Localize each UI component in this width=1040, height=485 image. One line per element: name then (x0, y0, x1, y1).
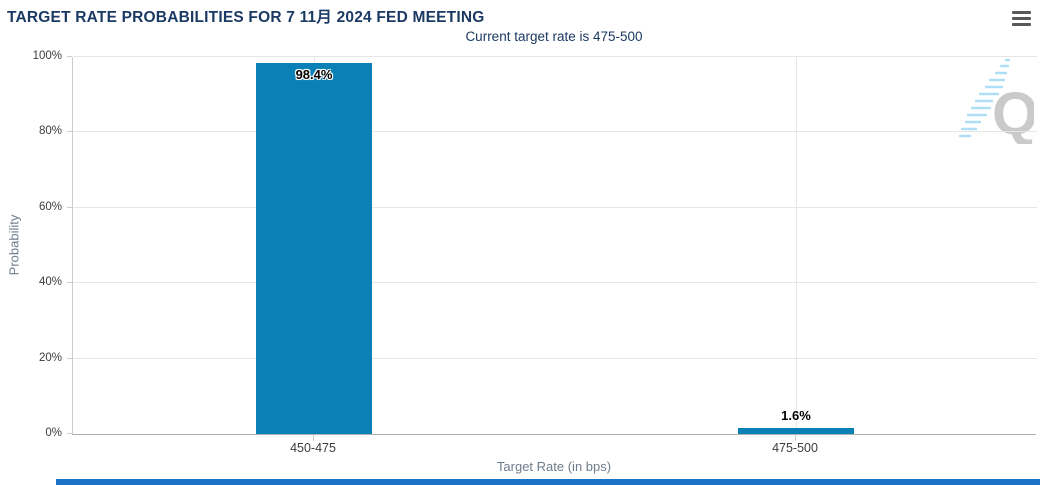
watermark-q-letter: Q (992, 80, 1034, 144)
bar-value-label: 1.6% (781, 408, 811, 423)
x-tick-mark (312, 435, 314, 441)
y-gridline (73, 357, 1037, 359)
x-axis-line (72, 434, 1036, 435)
y-tick-label: 100% (32, 50, 62, 62)
y-tick-label: 20% (38, 351, 62, 364)
hamburger-bar (1012, 11, 1031, 14)
y-tick-mark (67, 433, 72, 434)
category-gridline (795, 57, 797, 434)
y-tick-mark (67, 131, 72, 133)
probability-bar[interactable] (738, 428, 854, 434)
bar-value-label: 98.4% (295, 67, 333, 82)
x-category-label: 475-500 (772, 441, 818, 455)
y-tick-mark (67, 56, 72, 57)
y-tick-mark (67, 357, 72, 359)
y-gridline (73, 206, 1037, 208)
x-tick-mark (794, 435, 796, 441)
y-tick-label: 0% (45, 427, 62, 439)
y-tick-mark (67, 206, 72, 208)
quikstrike-watermark-logo: Q (958, 58, 1034, 144)
plot-area: Q 98.4% 1.6% (72, 56, 1037, 434)
y-tick-label: 80% (38, 125, 62, 138)
hamburger-menu-icon[interactable] (1012, 11, 1031, 27)
hamburger-bar (1012, 23, 1031, 26)
y-gridline (73, 56, 1037, 57)
chart-subtitle: Current target rate is 475-500 (465, 29, 643, 44)
bottom-panel-edge (56, 479, 1040, 485)
hamburger-bar (1012, 17, 1031, 20)
y-gridline (73, 131, 1037, 133)
x-axis-title: Target Rate (in bps) (496, 459, 612, 474)
y-tick-label: 40% (38, 276, 62, 289)
y-axis-tick-labels: 0% 20% 40% 60% 80% 100% (0, 50, 62, 439)
y-tick-mark (67, 282, 72, 284)
watermark-speed-dashes (958, 58, 1011, 138)
x-category-label: 450-475 (290, 441, 336, 455)
y-gridline (73, 282, 1037, 284)
y-tick-label: 60% (38, 200, 62, 213)
probability-bar[interactable] (256, 63, 372, 434)
chart-title: TARGET RATE PROBABILITIES FOR 7 11月 2024… (7, 9, 485, 26)
